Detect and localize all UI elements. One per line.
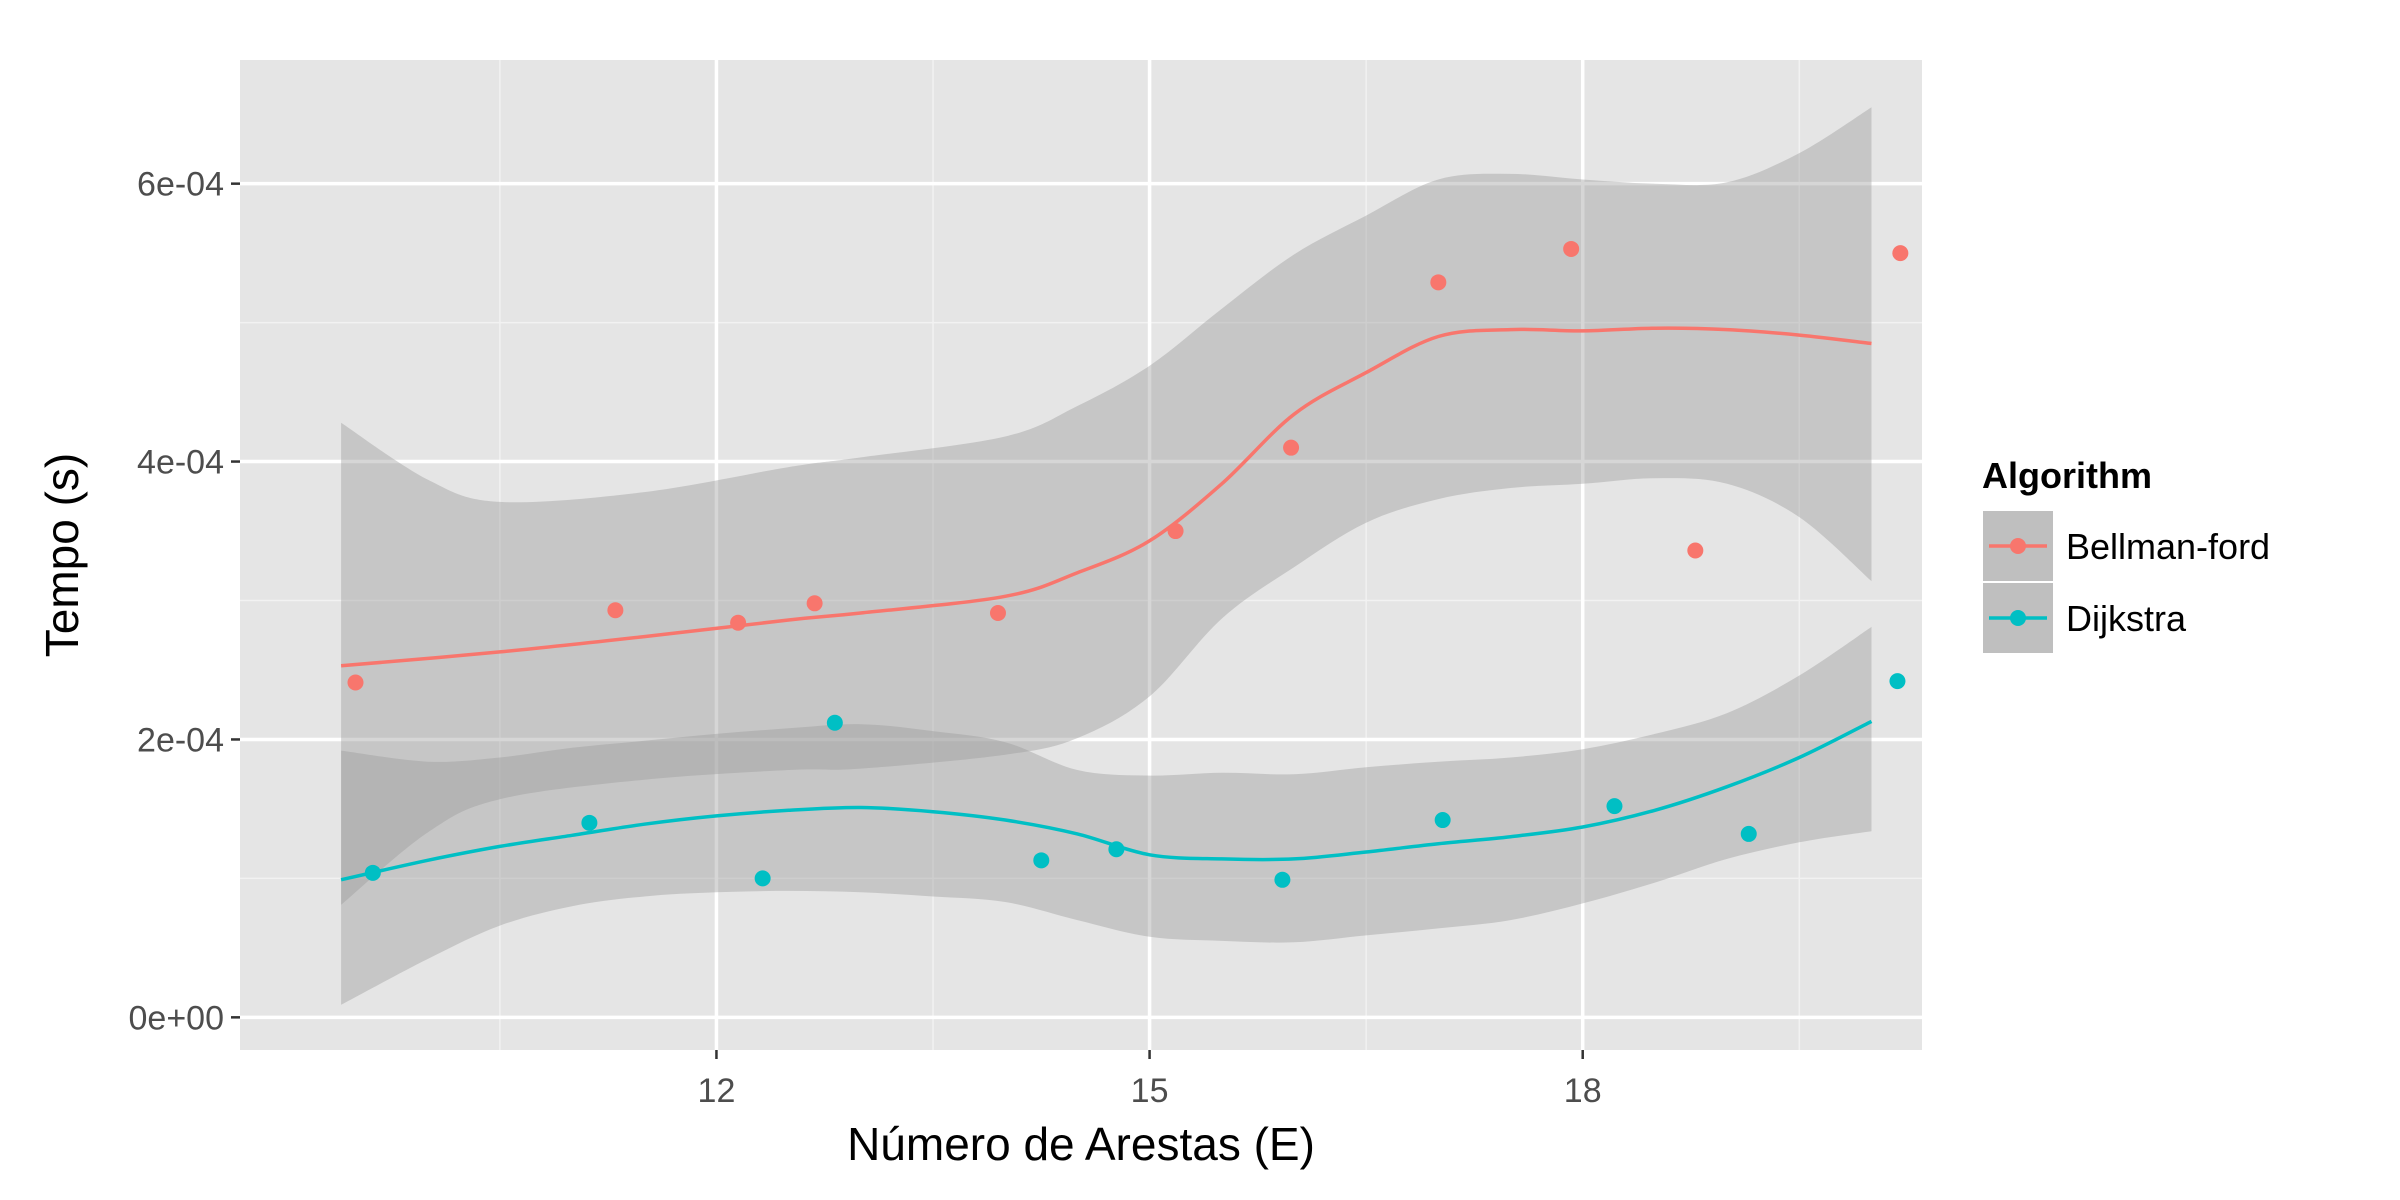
- confidence-bands: [341, 107, 1872, 1005]
- data-point-bellman-ford: [347, 674, 364, 691]
- y-tick-label: 2e-04: [137, 721, 224, 759]
- x-tick-label: 18: [1564, 1072, 1602, 1110]
- data-point-dijkstra: [1274, 871, 1291, 888]
- data-point-dijkstra: [1606, 798, 1623, 815]
- axis-ticks: [231, 182, 1584, 1059]
- y-axis-title: Tempo (s): [36, 453, 88, 657]
- data-point-bellman-ford: [1892, 245, 1909, 262]
- data-point-bellman-ford: [1563, 240, 1580, 257]
- data-point-bellman-ford: [730, 614, 747, 631]
- smooth-lines: [340, 326, 1873, 882]
- axis-tick-labels: 12 15 18 0e+00 2e-04 4e-04 6e-04: [129, 166, 1602, 1110]
- y-tick-label: 6e-04: [137, 166, 224, 204]
- x-tick-label: 12: [698, 1072, 736, 1110]
- confidence-band-bellman-ford: [341, 107, 1872, 905]
- data-point-dijkstra: [581, 814, 598, 831]
- data-point-dijkstra: [1033, 852, 1050, 869]
- data-point-bellman-ford: [1430, 274, 1447, 291]
- x-tick-label: 15: [1131, 1072, 1169, 1110]
- legend-label-bellman-ford: Bellman-ford: [2066, 526, 2270, 567]
- data-point-dijkstra: [1889, 673, 1906, 690]
- data-point-dijkstra: [364, 864, 381, 881]
- data-point-dijkstra: [1740, 825, 1757, 842]
- data-point-bellman-ford: [1687, 542, 1704, 559]
- data-point-dijkstra: [1434, 812, 1451, 829]
- plot-panel: [240, 60, 1922, 1050]
- data-point-dijkstra: [1108, 841, 1125, 858]
- data-point-dijkstra: [754, 870, 771, 887]
- legend-key-point-dijkstra: [2010, 610, 2026, 626]
- y-tick-label: 0e+00: [129, 999, 225, 1037]
- data-point-bellman-ford: [989, 605, 1006, 622]
- data-point-bellman-ford: [1167, 523, 1184, 540]
- legend-label-dijkstra: Dijkstra: [2066, 598, 2187, 639]
- legend-key-point-bellman-ford: [2010, 538, 2026, 554]
- data-point-bellman-ford: [806, 595, 823, 612]
- legend: Algorithm Bellman-ford Dijkstra: [1981, 455, 2270, 655]
- legend-title: Algorithm: [1982, 455, 2152, 496]
- data-point-bellman-ford: [607, 602, 624, 619]
- smooth-line-dijkstra: [340, 719, 1873, 882]
- data-point-bellman-ford: [1283, 439, 1300, 456]
- y-tick-label: 4e-04: [137, 444, 224, 482]
- x-axis-title: Número de Arestas (E): [847, 1118, 1315, 1170]
- grid-minor-lines: [240, 60, 1922, 1050]
- data-points: [347, 240, 1909, 888]
- smooth-line-bellman-ford: [340, 326, 1872, 668]
- legend-keys: Bellman-ford Dijkstra: [1981, 509, 2270, 655]
- grid-major-lines: [240, 60, 1922, 1050]
- confidence-band-dijkstra: [341, 626, 1872, 1005]
- data-point-dijkstra: [826, 714, 843, 731]
